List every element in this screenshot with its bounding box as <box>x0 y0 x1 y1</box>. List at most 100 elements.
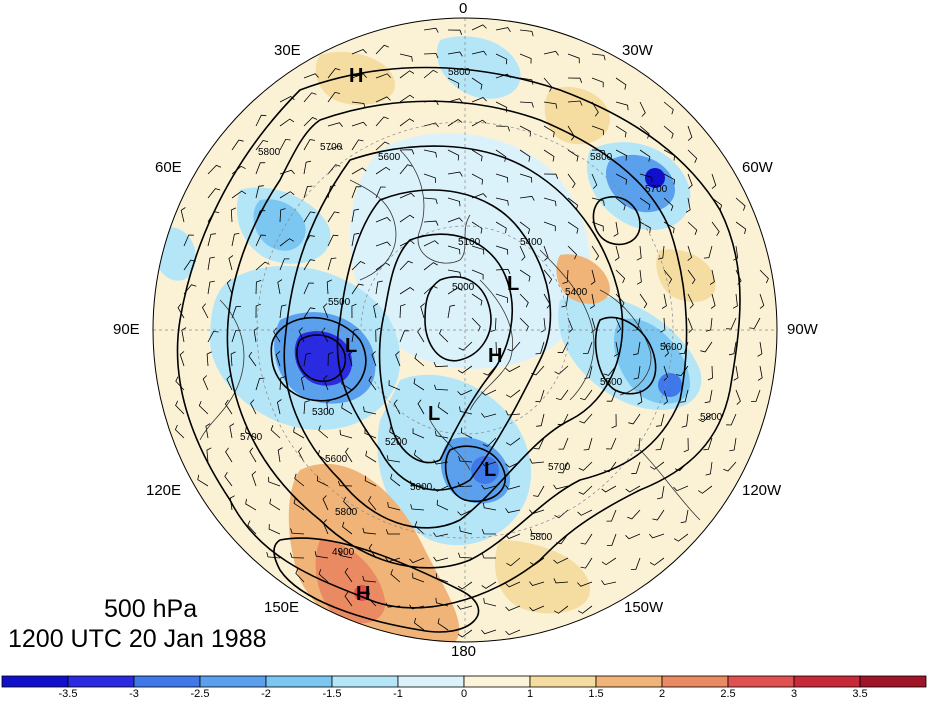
wind-barb <box>709 269 715 285</box>
wind-barb <box>495 221 507 234</box>
wind-barb <box>757 365 763 381</box>
wind-barb <box>495 27 511 33</box>
wind-barb <box>543 101 558 109</box>
wind-barb <box>423 149 437 158</box>
low-center: L <box>428 403 440 425</box>
wind-barb <box>459 526 473 535</box>
wind-barb <box>543 197 557 207</box>
wind-barb <box>327 352 334 367</box>
wind-barb <box>351 232 360 247</box>
wind-barb <box>323 375 329 391</box>
wind-barb <box>303 73 319 79</box>
wind-barb <box>460 427 473 439</box>
wind-barb <box>434 384 449 391</box>
wind-barb <box>562 269 569 284</box>
wind-barb <box>207 188 221 199</box>
wind-barb <box>543 173 559 180</box>
wind-barb <box>175 400 185 415</box>
wind-barb <box>364 475 377 487</box>
wind-barb <box>207 164 222 175</box>
contour-label: 5600 <box>378 152 401 163</box>
wind-barb <box>351 49 367 55</box>
wind-barb <box>386 455 401 463</box>
wind-barb <box>362 527 377 535</box>
colorbar-box <box>859 675 927 688</box>
wind-barb <box>567 197 579 211</box>
wind-barb <box>580 557 593 569</box>
wind-barb <box>535 341 545 355</box>
wind-barb <box>183 234 194 247</box>
wind-barb <box>639 101 646 117</box>
wind-barb <box>268 524 281 535</box>
wind-barb <box>351 101 366 109</box>
wind-barb <box>399 287 415 295</box>
wind-barb <box>687 293 694 309</box>
longitude-label-180: 180 <box>451 643 477 660</box>
wind-barb <box>207 330 219 343</box>
wind-barb <box>637 389 643 405</box>
wind-barb <box>680 389 689 403</box>
contour-label: 5800 <box>700 412 723 423</box>
wind-barb <box>687 149 698 164</box>
wind-barbs <box>174 24 769 638</box>
colorbar-box <box>727 675 795 688</box>
wind-barb <box>687 269 696 285</box>
wind-barb <box>567 53 580 64</box>
wind-barb <box>351 186 362 199</box>
wind-barb <box>615 317 622 333</box>
wind-barb <box>250 399 257 415</box>
wind-barb <box>495 197 509 206</box>
wind-barb <box>399 304 406 319</box>
wind-barb <box>327 257 337 271</box>
wind-barb <box>759 269 769 284</box>
wind-barb <box>345 447 353 463</box>
wind-barb <box>457 365 473 374</box>
wind-barb <box>554 365 569 375</box>
wind-barb <box>579 389 593 401</box>
wind-barb <box>410 480 425 487</box>
wind-barb <box>206 447 212 463</box>
wind-barb <box>631 461 641 475</box>
wind-barb <box>207 256 215 271</box>
wind-barb <box>388 380 401 391</box>
wind-barb <box>519 317 529 332</box>
wind-barb <box>471 269 484 280</box>
wind-barb <box>270 425 281 439</box>
wind-barb <box>703 437 713 451</box>
wind-barb <box>323 303 329 319</box>
wind-barb <box>733 365 739 381</box>
graticule <box>153 18 777 642</box>
wind-barb <box>676 365 689 377</box>
wind-barb <box>207 233 216 247</box>
wind-barb <box>591 173 598 189</box>
wind-barb <box>553 605 569 614</box>
wind-barb <box>457 389 473 396</box>
contour-label: 5500 <box>600 377 623 388</box>
wind-barb <box>536 413 545 427</box>
wind-barb <box>399 240 415 247</box>
wind-barb <box>413 449 425 463</box>
wind-barb <box>663 101 674 115</box>
wind-barb <box>707 365 713 381</box>
wind-barb <box>655 437 665 451</box>
wind-barb <box>373 303 379 319</box>
wind-barb <box>673 533 689 542</box>
contour-label: 5500 <box>328 297 351 308</box>
wind-barb <box>314 551 329 559</box>
wind-barb <box>247 520 257 535</box>
wind-barb <box>519 173 533 183</box>
wind-barb <box>327 211 340 223</box>
wind-barb <box>630 557 641 570</box>
wind-barb <box>698 413 713 423</box>
wind-barb <box>533 437 545 450</box>
colorbar-box <box>265 675 333 688</box>
wind-barb <box>519 221 531 235</box>
wind-barb <box>387 502 401 511</box>
wind-barb <box>649 557 665 566</box>
wind-barb <box>279 138 291 151</box>
wind-barb <box>495 268 511 274</box>
wind-barb <box>351 121 367 127</box>
high-center: H <box>488 345 502 367</box>
wind-barb <box>327 68 341 79</box>
wind-barb <box>375 96 391 103</box>
